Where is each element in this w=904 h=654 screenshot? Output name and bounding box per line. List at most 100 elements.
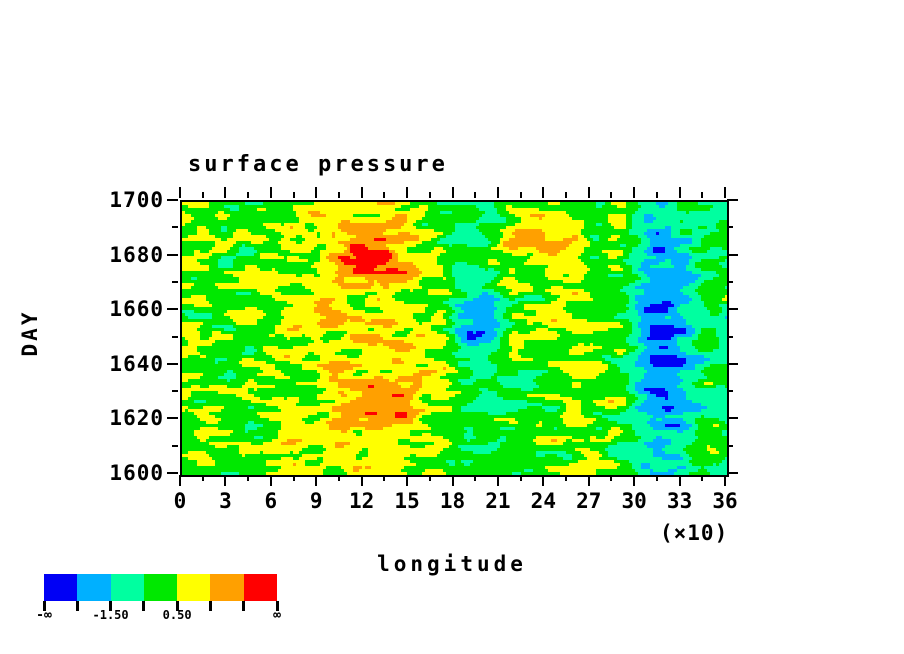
heatmap-field [182,202,727,475]
y-axis-tick-label: 1640 [109,351,164,376]
y-tick-minor [172,335,178,338]
x-tick-major [724,475,726,486]
colorbar [44,574,277,601]
x-tick-minor [201,475,204,481]
x-tick-top [474,192,477,198]
colorbar-tick-5 [208,601,212,611]
y-axis-tick-label: 1680 [109,242,164,267]
y-axis-tick-label: 1700 [109,188,164,212]
x-tick-minor [337,475,340,481]
x-tick-minor [655,475,658,481]
x-tick-major [315,475,318,486]
y-tick-right [727,417,738,420]
x-tick-top [655,192,658,198]
x-tick-top [565,192,568,198]
x-tick-top [406,187,409,198]
y-tick-major [167,199,178,201]
x-tick-top [587,187,590,198]
x-axis-tick-label: 18 [439,489,466,513]
x-tick-top [269,187,272,198]
x-tick-top [315,187,318,198]
colorbar-segment-1 [77,574,111,601]
x-tick-minor [519,475,522,481]
x-axis-tick-label: 15 [394,489,420,513]
x-axis-tick-label: 6 [264,489,278,513]
colorbar-label-3: ∞ [273,608,281,623]
x-tick-major [451,475,454,486]
x-tick-major [224,475,227,486]
x-tick-minor [610,475,613,481]
x-tick-minor [383,475,386,481]
x-tick-minor [701,475,704,481]
y-tick-minor [172,444,178,447]
x-tick-top [678,187,681,198]
x-tick-major [360,475,363,486]
colorbar-segment-6 [243,574,277,601]
x-tick-top [383,192,386,198]
x-axis-tick-label: 0 [173,489,187,513]
colorbar-label-2: 0.50 [162,608,192,622]
y-tick-major [167,472,178,474]
colorbar-tick-3 [142,601,146,611]
colorbar-tick-0 [42,601,46,611]
x-tick-major [496,475,499,486]
page-title: surface pressure [188,152,448,177]
x-tick-top [724,187,726,198]
x-tick-top [610,192,613,198]
x-tick-major [678,475,681,486]
x-axis-tick-label: 27 [576,489,602,513]
x-tick-major [542,475,545,486]
x-tick-top [701,192,704,198]
y-tick-minor [172,280,178,283]
x-tick-minor [474,475,477,481]
x-axis-tick-label: 36 [712,489,738,513]
colorbar-segment-5 [210,574,244,601]
y-tick-right [727,226,733,229]
y-tick-right [727,362,738,365]
x-tick-top [542,187,545,198]
x-tick-minor [428,475,431,481]
y-tick-right [727,199,738,201]
y-tick-minor [172,226,178,229]
x-tick-top [292,192,295,198]
colorbar-tick-4 [175,601,179,611]
y-axis-tick-label: 1600 [109,461,164,485]
x-tick-top [519,192,522,198]
x-tick-major [269,475,272,486]
x-axis-tick-label: 21 [485,489,511,513]
x-tick-top [224,187,227,198]
y-tick-minor [172,390,178,393]
colorbar-segment-0 [44,574,78,601]
y-tick-right [727,472,738,474]
colorbar-tick-2 [109,601,113,611]
colorbar-label-0: -∞ [36,608,52,623]
x-tick-major [633,475,636,486]
x-tick-top [428,192,431,198]
x-axis-tick-label: 30 [621,489,647,513]
x-tick-top [496,187,499,198]
x-tick-minor [247,475,250,481]
colorbar-segment-2 [110,574,144,601]
x-tick-top [201,192,204,198]
y-tick-right [727,444,733,447]
y-axis-tick-label: 1660 [109,297,164,322]
y-axis-title: DAY [18,309,42,357]
x-axis-tick-label: 9 [309,489,323,513]
x-axis-tick-label: 33 [666,489,693,513]
x-tick-major [179,475,181,486]
colorbar-segment-3 [143,574,178,601]
y-tick-right [727,253,738,256]
x-tick-major [406,475,409,486]
y-tick-major [167,417,178,420]
x-tick-top [451,187,454,198]
colorbar-tick-1 [75,601,79,611]
y-axis-tick-label: 1620 [109,406,164,431]
y-tick-right [727,390,733,393]
y-tick-right [727,335,733,338]
x-tick-major [587,475,590,486]
y-tick-right [727,308,738,311]
y-tick-right [727,280,733,283]
y-tick-major [167,308,178,311]
x-axis-tick-label: 24 [530,489,556,513]
